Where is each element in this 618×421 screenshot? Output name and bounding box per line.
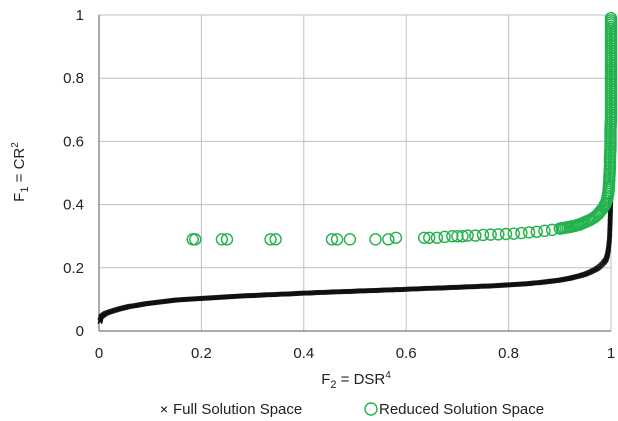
data-point-reduced <box>469 229 482 242</box>
data-point-reduced <box>220 233 234 246</box>
data-point-reduced <box>330 233 344 246</box>
data-point-reduced <box>382 233 395 246</box>
data-point-reduced <box>264 233 277 246</box>
data-point-reduced <box>604 11 618 25</box>
y-tick-label: 0.4 <box>63 197 84 214</box>
data-point-reduced <box>538 224 551 238</box>
data-point-reduced <box>438 230 451 244</box>
data-point-reduced <box>507 227 520 240</box>
data-point-reduced <box>186 233 199 246</box>
y-tick-label: 0.6 <box>63 133 84 150</box>
data-point-reduced <box>343 233 357 246</box>
legend-label-full: Full Solution Space <box>173 401 302 418</box>
data-point-reduced <box>522 226 536 239</box>
y-tick-label: 0.8 <box>63 70 84 87</box>
y-axis-title: F1 = CR2 <box>10 142 31 202</box>
legend-marker-reduced <box>364 402 378 416</box>
axes <box>98 15 611 332</box>
x-tick-label: 0.8 <box>498 345 519 362</box>
y-tick-label: 0.2 <box>63 260 84 277</box>
x-tick-label: 0.6 <box>396 345 417 362</box>
data-point-reduced <box>369 233 382 246</box>
data-point-reduced <box>446 229 459 243</box>
tick-labels: 0 0.2 0.4 0.6 0.8 1 0 0.2 0.4 0.6 0.8 1 <box>63 7 615 362</box>
data-point-reduced <box>499 227 513 241</box>
data-point-reduced <box>423 231 436 244</box>
data-point-reduced <box>215 233 229 246</box>
data-point-reduced <box>492 228 505 241</box>
data-point-reduced <box>417 231 431 244</box>
x-tick-label: 0 <box>95 345 103 362</box>
data-point-reduced <box>476 228 490 242</box>
data-point-reduced <box>461 229 474 242</box>
series-reduced-solution-space <box>186 11 618 246</box>
data-point-reduced <box>430 231 444 244</box>
data-point-reduced <box>269 233 282 246</box>
data-point-reduced <box>189 233 202 246</box>
data-point-reduced <box>530 225 543 238</box>
data-point-reduced <box>545 223 559 237</box>
x-axis-title: F2 = DSR4 <box>321 370 391 391</box>
x-tick-label: 0.4 <box>293 345 314 362</box>
series-full-solution-space <box>97 195 614 325</box>
data-point-reduced <box>325 233 339 246</box>
y-tick-label: 0 <box>76 323 84 340</box>
data-point-reduced <box>456 229 469 243</box>
data-point-reduced <box>484 228 497 241</box>
data-point-reduced <box>389 231 403 244</box>
legend: × Full Solution Space Reduced Solution S… <box>160 401 544 418</box>
data-point-reduced <box>451 229 464 243</box>
y-tick-label: 1 <box>76 7 84 24</box>
legend-label-reduced: Reduced Solution Space <box>379 401 544 418</box>
legend-marker-full: × <box>160 401 168 417</box>
data-point-reduced <box>515 226 528 240</box>
x-tick-label: 1 <box>607 345 615 362</box>
x-tick-label: 0.2 <box>191 345 212 362</box>
